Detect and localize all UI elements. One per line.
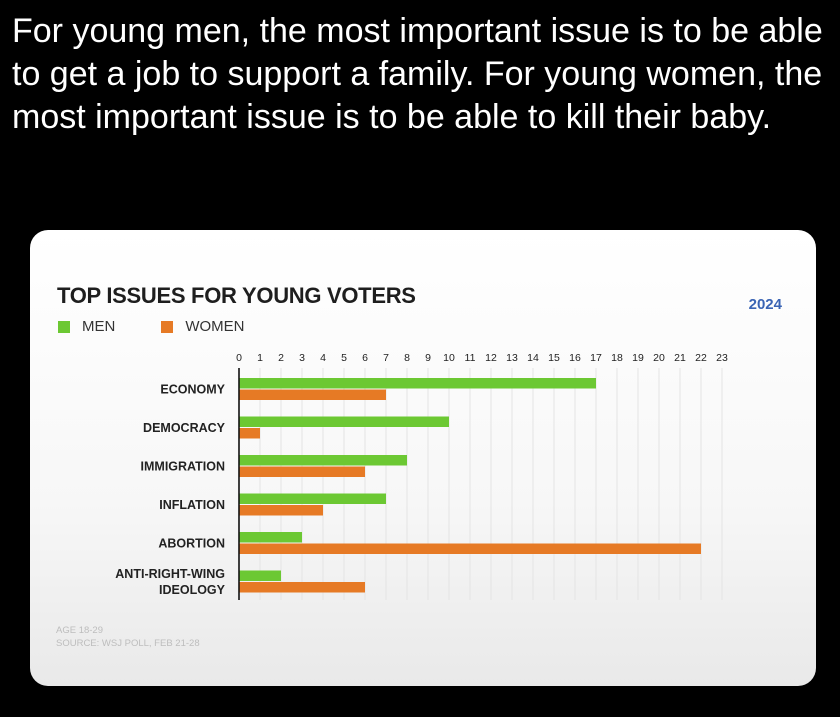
- x-tick-label: 0: [236, 352, 242, 364]
- chart-title: TOP ISSUES FOR YOUNG VOTERS: [57, 283, 416, 308]
- chart-legend: MEN WOMEN: [58, 318, 245, 335]
- x-tick-label: 6: [362, 352, 368, 364]
- x-tick-label: 4: [320, 352, 326, 364]
- chart-card: TOP ISSUES FOR YOUNG VOTERS 2024 MEN WOM…: [30, 230, 816, 686]
- bar-women-3: [239, 505, 323, 516]
- bar-men-0: [239, 378, 596, 389]
- legend-swatch-men: [58, 320, 70, 333]
- bar-women-5: [239, 582, 365, 593]
- x-tick-label: 23: [716, 352, 728, 364]
- x-tick-label: 2: [278, 352, 284, 364]
- chart-footnote: AGE 18-29 SOURCE: WSJ POLL, FEB 21-28: [56, 624, 200, 650]
- x-tick-label: 18: [611, 352, 623, 364]
- bar-men-2: [239, 455, 407, 466]
- legend-item-men: MEN: [58, 318, 115, 335]
- x-tick-label: 21: [674, 352, 686, 364]
- x-tick-label: 7: [383, 352, 389, 364]
- legend-swatch-women: [161, 320, 174, 333]
- x-tick-label: 11: [465, 352, 476, 364]
- category-label: ANTI-RIGHT-WING: [115, 567, 225, 581]
- footnote-source: SOURCE: WSJ POLL, FEB 21-28: [56, 638, 200, 649]
- x-tick-label: 3: [299, 352, 305, 364]
- bar-men-1: [239, 416, 449, 427]
- x-tick-label: 16: [569, 352, 581, 364]
- bar-women-2: [239, 466, 365, 477]
- bar-men-5: [239, 570, 281, 581]
- post-text: For young men, the most important issue …: [12, 12, 823, 136]
- legend-label-men: MEN: [82, 318, 116, 335]
- category-label: IDEOLOGY: [159, 583, 226, 597]
- x-tick-label: 1: [257, 352, 263, 364]
- legend-item-women: WOMEN: [161, 318, 245, 335]
- x-tick-label: 20: [653, 352, 665, 364]
- bar-women-1: [239, 428, 260, 439]
- x-tick-label: 13: [506, 352, 518, 364]
- x-tick-label: 5: [341, 352, 347, 364]
- bar-men-4: [239, 532, 302, 543]
- footnote-age: AGE 18-29: [56, 625, 103, 636]
- x-tick-label: 19: [632, 352, 644, 364]
- x-tick-label: 14: [527, 352, 539, 364]
- legend-label-women: WOMEN: [185, 318, 245, 335]
- x-tick-label: 15: [548, 352, 560, 364]
- bar-women-4: [239, 543, 701, 554]
- x-tick-label: 12: [485, 352, 497, 364]
- category-label: INFLATION: [159, 498, 225, 512]
- bar-men-3: [239, 493, 386, 504]
- year-badge: 2024: [748, 296, 782, 313]
- x-tick-label: 22: [695, 352, 707, 364]
- category-label: IMMIGRATION: [141, 460, 225, 474]
- x-tick-label: 9: [425, 352, 431, 364]
- category-label: ECONOMY: [160, 383, 225, 397]
- category-label: DEMOCRACY: [143, 421, 226, 435]
- category-label: ABORTION: [158, 537, 225, 551]
- x-tick-label: 10: [443, 352, 455, 364]
- x-tick-label: 17: [590, 352, 602, 364]
- x-tick-label: 8: [404, 352, 410, 364]
- bar-chart: 0 1 2 3 4 5 6 7 8 9 10 11 12 13 14 15 16 17 18 19 20 21 22 23EC…: [115, 352, 728, 600]
- bar-women-0: [239, 389, 386, 400]
